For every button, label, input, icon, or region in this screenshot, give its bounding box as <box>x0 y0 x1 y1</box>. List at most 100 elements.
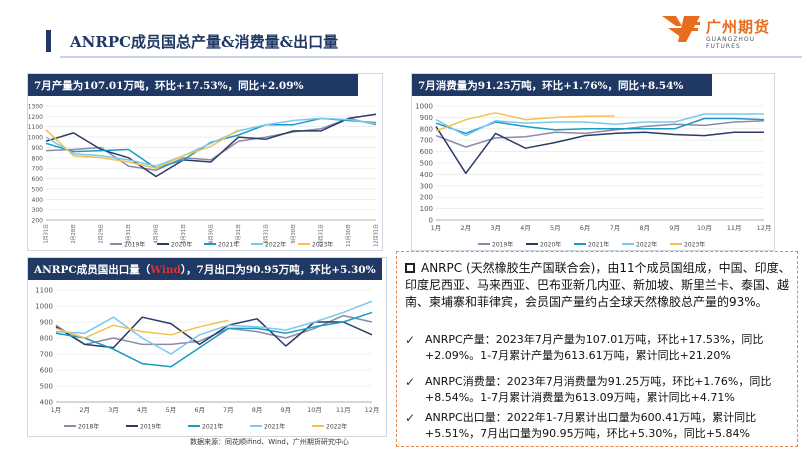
production-y-tick-label: 300 <box>32 207 44 214</box>
production-x-tick-label: 4月30日 <box>154 224 160 244</box>
export-legend-label: 2019年 <box>140 423 161 431</box>
consumption-bullet-text: ANRPC消费量：2023年7月消费量为91.25万吨，环比+1.76%，同比+… <box>425 375 772 404</box>
production-legend-label: 2021年 <box>218 241 239 249</box>
consumption-legend-label: 2023年 <box>684 241 705 249</box>
export-legend-label: 2022年 <box>326 423 347 431</box>
consumption-x-tick-label: 10月 <box>697 224 712 232</box>
info-intro-text: ANRPC (天然橡胶生产国联合会)，由11个成员国组成，中国、印度、印度尼西亚… <box>405 261 791 309</box>
export-x-tick-label: 1月 <box>51 406 62 414</box>
consumption-y-tick-label: 200 <box>420 194 433 202</box>
consumption-x-tick-label: 9月 <box>669 224 680 232</box>
export-x-tick-label: 6月 <box>194 406 205 414</box>
section-title-bar: ANRPC成员国总产量&消费量&出口量 <box>0 28 660 54</box>
consumption-x-tick-label: 12月 <box>757 224 772 232</box>
export-legend-label: 2018年 <box>78 423 99 431</box>
consumption-x-tick-label: 5月 <box>550 224 561 232</box>
export-legend-label: 2021年 <box>202 423 223 431</box>
production-x-tick-label: 12月31日 <box>374 224 380 247</box>
export-x-tick-label: 7月 <box>223 406 234 414</box>
export-chart-panel: ANRPC成员国出口量（Wind），7月出口为90.95万吨，环比+5.30% … <box>27 257 387 437</box>
production-legend-label: 2022年 <box>265 241 286 249</box>
consumption-y-tick-label: 1000 <box>415 103 433 111</box>
consumption-y-tick-label: 600 <box>420 148 433 156</box>
export-title-wind: Wind <box>150 264 181 276</box>
consumption-legend-label: 2021年 <box>588 241 609 249</box>
production-chart-panel: 7月产量为107.01万吨，环比+17.53%，同比+2.09% 200 300 4… <box>27 73 383 251</box>
export-title-suffix: ），7月出口为90.95万吨，环比+5.30% <box>180 264 376 276</box>
production-x-tick-label: 3月31日 <box>126 224 132 244</box>
export-y-tick-label: 800 <box>40 335 53 343</box>
production-series-line-2022年 <box>45 117 377 167</box>
consumption-y-tick-label: 900 <box>420 114 433 122</box>
production-x-tick-label: 11月30日 <box>346 224 352 247</box>
production-x-tick-label: 2月29日 <box>99 224 105 244</box>
consumption-legend-label: 2020年 <box>540 241 561 249</box>
production-series-line-2023年 <box>45 129 239 169</box>
export-bullet: ✓ ANRPC出口量：2022年1-7月累计出口量为600.41万吨，累计同比+… <box>405 410 791 442</box>
export-y-tick-label: 900 <box>40 319 53 327</box>
export-y-tick-label: 700 <box>40 351 53 359</box>
anrpc-info-box: ANRPC (天然橡胶生产国联合会)，由11个成员国组成，中国、印度、印度尼西亚… <box>396 251 798 447</box>
source-note: 数据来源：同花顺ifind、Wind，广州期货研究中心 <box>190 438 349 446</box>
export-title-prefix: ANRPC成员国出口量（ <box>34 264 151 276</box>
production-series-line-2020年 <box>45 113 377 178</box>
check-icon: ✓ <box>405 333 416 347</box>
production-x-tick-label: 8月31日 <box>264 224 270 244</box>
consumption-series-line-2022年 <box>435 113 764 137</box>
export-x-tick-label: 12月 <box>365 406 380 414</box>
production-y-tick-label: 800 <box>32 155 44 162</box>
consumption-x-tick-label: 4月 <box>520 224 531 232</box>
production-x-tick-label: 2月28日 <box>71 224 77 244</box>
production-y-tick-label: 1100 <box>28 124 43 131</box>
export-series-line-2022年 <box>55 319 229 339</box>
export-x-tick-label: 10月 <box>307 406 322 414</box>
production-y-tick-label: 700 <box>32 166 44 173</box>
page-title: ANRPC成员国总产量&消费量&出口量 <box>70 33 339 51</box>
production-y-tick-label: 500 <box>32 186 44 193</box>
export-y-tick-label: 500 <box>40 383 53 391</box>
consumption-x-tick-label: 7月 <box>610 224 621 232</box>
logo-name-cn: 广州期货 <box>706 18 771 36</box>
export-x-tick-label: 11月 <box>336 406 351 414</box>
company-logo: 广州期货 GUANGZHOU FUTURES <box>660 12 790 52</box>
consumption-chart: 0 100 200 300 400 500 600 700 800 900 1000 1月 2月 3月 4月… <box>415 103 772 249</box>
export-x-tick-label: 9月 <box>280 406 291 414</box>
consumption-series-line-2023年 <box>435 112 615 132</box>
info-intro: ANRPC (天然橡胶生产国联合会)，由11个成员国组成，中国、印度、印度尼西亚… <box>405 260 793 311</box>
consumption-x-tick-label: 11月 <box>727 224 742 232</box>
consumption-y-tick-label: 300 <box>420 182 433 190</box>
production-y-tick-label: 900 <box>32 145 44 152</box>
export-x-tick-label: 2月 <box>79 406 90 414</box>
consumption-series-line-2020年 <box>435 126 764 175</box>
production-legend-label: 2019年 <box>124 241 145 249</box>
consumption-y-tick-label: 800 <box>420 125 433 133</box>
export-x-tick-label: 3月 <box>108 406 119 414</box>
consumption-y-tick-label: 700 <box>420 137 433 145</box>
production-bullet-text: ANRPC产量：2023年7月产量为107.01万吨，环比+17.53%，同比+… <box>425 333 764 362</box>
production-legend-label: 2020年 <box>171 241 192 249</box>
production-y-tick-label: 600 <box>32 176 44 183</box>
production-x-tick-label: 10月31日 <box>319 224 325 247</box>
production-y-tick-label: 1000 <box>28 135 43 142</box>
consumption-bullet: ✓ ANRPC消费量：2023年7月消费量为91.25万吨，环比+1.76%，同… <box>405 374 791 406</box>
production-y-tick-label: 400 <box>32 197 44 204</box>
production-y-tick-label: 1200 <box>28 114 43 121</box>
production-y-tick-label: 200 <box>32 218 44 225</box>
export-x-tick-label: 8月 <box>252 406 263 414</box>
consumption-legend-label: 2022年 <box>636 241 657 249</box>
title-divider <box>60 56 802 58</box>
check-icon: ✓ <box>405 411 416 425</box>
export-x-tick-label: 4月 <box>137 406 148 414</box>
square-bullet-icon <box>405 263 415 273</box>
export-x-tick-label: 5月 <box>166 406 177 414</box>
export-series-line-2021年 <box>55 300 373 355</box>
consumption-x-tick-label: 1月 <box>431 224 442 232</box>
export-chart: 400 500 600 700 800 900 1000 1100 1月 2月 3月 4月 5月 6月 7月… <box>35 287 380 431</box>
production-x-tick-label: 9月30日 <box>291 224 297 244</box>
consumption-legend-label: 2019年 <box>492 241 513 249</box>
consumption-chart-panel: 7月消费量为91.25万吨，环比+1.76%，同比+8.54% 0 100 200 3… <box>411 73 775 251</box>
production-chart: 200 300 400 500 600 700 800 900 1000 1100 1200 1300… <box>28 104 380 249</box>
export-bullet-text: ANRPC出口量：2022年1-7月累计出口量为600.41万吨，累计同比+5.… <box>425 411 757 440</box>
production-series-line-2019年 <box>45 117 377 172</box>
logo-name-en: GUANGZHOU FUTURES <box>706 36 756 50</box>
